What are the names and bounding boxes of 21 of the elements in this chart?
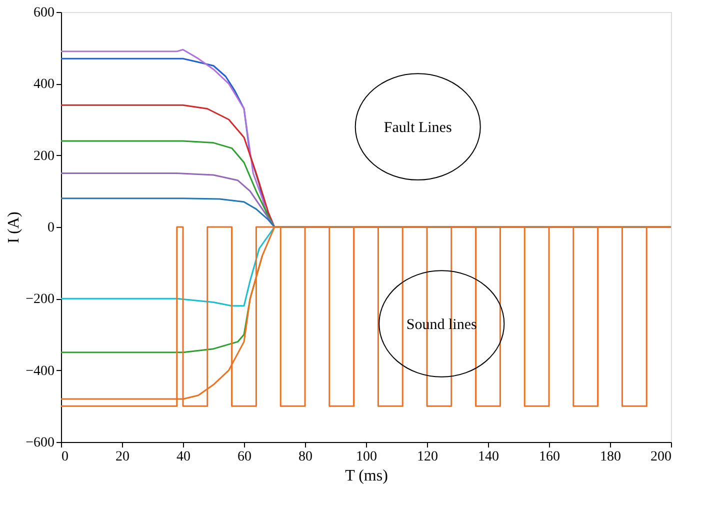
y-tick-label: −600 [26,436,54,450]
x-tick-label: 40 [176,450,190,464]
y-tick-label: 200 [34,148,54,164]
x-tick-label: 100 [356,450,377,464]
x-tick-label: 160 [539,450,560,464]
x-tick-label: 180 [600,450,621,464]
x-tick-label: 200 [650,450,672,464]
y-axis-title: I (A) [6,212,23,244]
x-tick-label: 120 [417,450,438,464]
x-axis-title: T (ms) [345,468,388,484]
y-tick-label: 0 [48,220,54,236]
x-tick-label: 0 [62,450,68,464]
y-tick-label: 400 [34,77,54,92]
x-tick-label: 80 [298,450,312,464]
y-tick-label: 600 [34,6,54,20]
x-tick-label: 20 [116,450,130,464]
y-tick-label: −200 [26,292,54,308]
x-tick-label: 140 [478,450,499,464]
y-tick-label: −400 [26,364,54,379]
x-tick-label: 60 [238,450,252,464]
annotation: Fault Lines [384,120,452,136]
